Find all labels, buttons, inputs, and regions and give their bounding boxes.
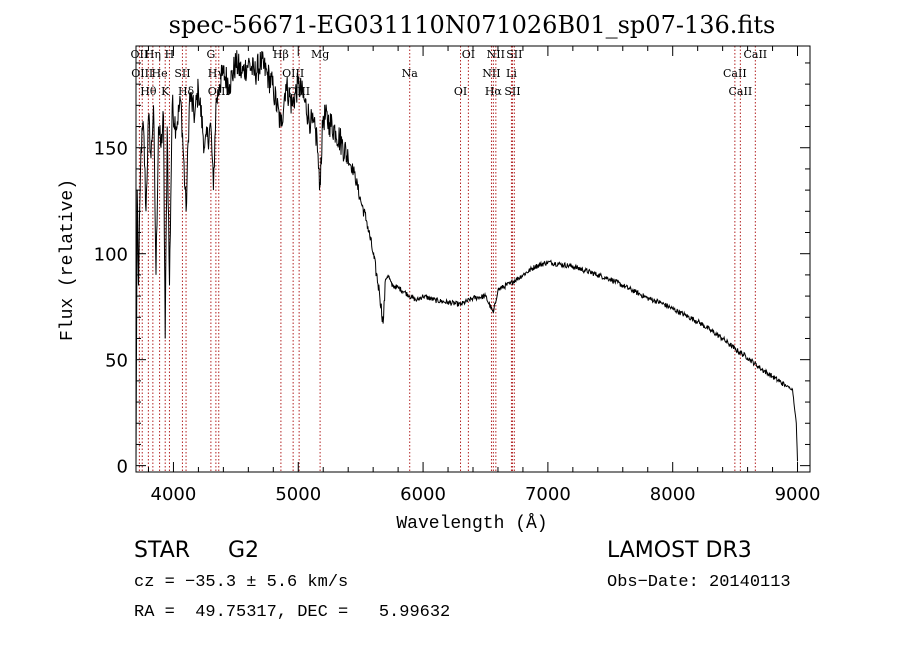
line-label: OIII <box>131 67 153 80</box>
line-label: SII <box>506 48 522 61</box>
line-label: Hα <box>485 85 503 98</box>
y-tick-label: 50 <box>105 351 128 372</box>
line-label: CaII <box>723 67 747 80</box>
y-axis: 0 50 100 150 <box>94 62 810 478</box>
y-tick-label: 100 <box>94 245 128 266</box>
spectrum-line <box>135 50 798 466</box>
line-label: NII <box>487 48 505 61</box>
emission-line-labels: OIIOIIIHθHηHeKHSIIHδGHγOIIIHβOIIIOIIIMgN… <box>131 48 768 98</box>
plot-frame <box>135 45 811 473</box>
x-tick-label: 6000 <box>400 484 446 505</box>
x-tick-label: 8000 <box>650 484 696 505</box>
x-tick-label: 7000 <box>525 484 571 505</box>
y-tick-label: 0 <box>117 457 128 478</box>
chart-title: spec-56671-EG031110N071026B01_sp07-136.f… <box>169 11 776 39</box>
line-label: Mg <box>311 48 329 61</box>
line-label: OII <box>131 48 149 61</box>
object-class: STAR <box>134 538 191 563</box>
line-label: K <box>161 85 170 98</box>
line-label: G <box>206 48 215 61</box>
line-label: CaII <box>743 48 767 61</box>
x-tick-label: 4000 <box>151 484 197 505</box>
y-axis-label: Flux (relative) <box>58 179 78 341</box>
object-subclass: G2 <box>228 538 260 563</box>
line-label: Hβ <box>273 48 289 61</box>
survey-name: LAMOST DR3 <box>607 538 752 563</box>
line-label: Hγ <box>208 67 225 80</box>
x-axis-label: Wavelength (Å) <box>396 513 547 534</box>
emission-line-markers <box>138 46 756 472</box>
x-tick-label: 5000 <box>275 484 321 505</box>
sky-coordinates: RA = 49.75317, DEC = 5.99632 <box>134 603 451 622</box>
line-label: OIII <box>208 85 230 98</box>
line-label: NII <box>482 67 500 80</box>
line-label: SII <box>174 67 190 80</box>
line-label: Hη <box>145 48 161 61</box>
line-label: CaII <box>729 85 753 98</box>
line-label: OI <box>462 48 475 61</box>
redshift-velocity: cz = −35.3 ± 5.6 km/s <box>134 573 349 592</box>
line-label: Hθ <box>140 85 157 98</box>
observation-date: Obs−Date: 20140113 <box>607 573 791 592</box>
line-label: He <box>152 67 168 80</box>
x-axis: 4000 5000 6000 7000 8000 9000 <box>147 46 821 505</box>
y-tick-label: 150 <box>94 139 128 160</box>
line-label: Na <box>402 67 419 80</box>
x-tick-label: 9000 <box>775 484 821 505</box>
line-label: OI <box>454 85 467 98</box>
line-label: SII <box>504 85 520 98</box>
line-label: Li <box>506 67 517 80</box>
line-label: H <box>165 48 175 61</box>
